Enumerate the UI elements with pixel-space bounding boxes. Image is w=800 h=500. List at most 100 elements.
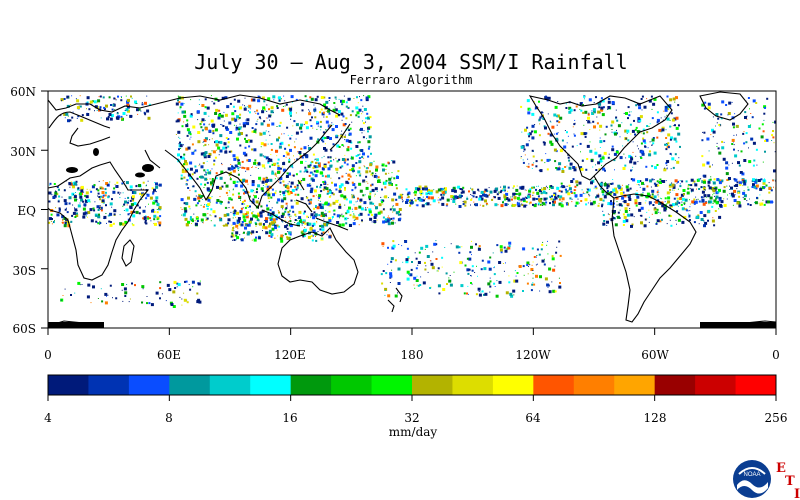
rain-pixel (649, 179, 653, 183)
rain-pixel (420, 193, 422, 196)
rain-pixel (155, 196, 159, 200)
rain-pixel (262, 131, 266, 135)
rain-pixel (120, 99, 123, 102)
rain-pixel (505, 192, 509, 196)
rain-pixel (246, 159, 249, 162)
rain-pixel (180, 177, 183, 180)
rain-pixel (322, 131, 325, 134)
rain-pixel (244, 137, 246, 140)
rain-pixel (173, 280, 177, 284)
rain-pixel (203, 123, 206, 126)
rain-pixel (344, 134, 346, 136)
rain-pixel (392, 160, 396, 164)
rain-pixel (306, 196, 309, 199)
rain-pixel (335, 114, 339, 118)
rain-pixel (675, 140, 678, 143)
rain-pixel (774, 120, 776, 124)
mask-blob (93, 148, 99, 156)
rain-pixel (529, 188, 532, 191)
rain-pixel (211, 138, 213, 140)
rain-pixel (638, 118, 642, 122)
rain-pixel (146, 184, 147, 186)
rain-pixel (727, 114, 729, 116)
rain-pixel (554, 105, 558, 109)
rain-pixel (466, 257, 469, 260)
rain-pixel (712, 136, 714, 138)
rain-pixel (716, 178, 720, 182)
rain-pixel (178, 101, 181, 104)
rain-pixel (106, 184, 109, 187)
rain-pixel (324, 201, 328, 205)
rain-pixel (582, 159, 584, 161)
rain-pixel (252, 98, 256, 102)
rain-pixel (357, 154, 360, 157)
rain-pixel (694, 200, 698, 204)
rain-pixel (249, 139, 253, 143)
rain-pixel (98, 213, 100, 216)
rain-pixel (666, 95, 669, 98)
rain-pixel (326, 234, 328, 236)
rain-pixel (452, 186, 456, 190)
rain-pixel (734, 113, 736, 115)
rain-pixel (312, 222, 316, 226)
rain-pixel (455, 186, 457, 188)
rain-pixel (277, 210, 279, 212)
rain-pixel (753, 159, 756, 162)
rain-pixel (664, 105, 668, 109)
rain-pixel (240, 179, 243, 182)
rain-pixel (256, 188, 258, 191)
rain-pixel (578, 202, 580, 204)
rain-pixel (526, 264, 529, 266)
rain-pixel (107, 116, 110, 118)
rain-pixel (268, 108, 270, 111)
rain-pixel (575, 180, 579, 184)
rain-pixel (301, 230, 304, 233)
rain-pixel (78, 194, 80, 196)
rain-pixel (225, 191, 228, 194)
rain-pixel (342, 123, 346, 127)
rain-pixel (533, 130, 537, 134)
rain-pixel (599, 147, 601, 148)
rain-pixel (368, 198, 371, 201)
rain-pixel (102, 96, 105, 99)
colorbar-swatch (492, 375, 534, 395)
rain-pixel (715, 113, 719, 116)
rain-pixel (761, 123, 764, 126)
rain-pixel (760, 202, 764, 206)
rain-pixel (381, 282, 384, 285)
rain-pixel (455, 245, 459, 249)
rain-pixel (141, 301, 143, 304)
rain-pixel (478, 293, 482, 297)
rain-pixel (374, 193, 376, 195)
rain-pixel (245, 140, 249, 143)
rain-pixel (669, 152, 672, 155)
rain-pixel (256, 129, 257, 131)
rain-pixel (407, 195, 410, 198)
rain-pixel (180, 207, 182, 209)
rain-pixel (184, 217, 188, 221)
rain-pixel (580, 109, 583, 112)
rain-pixel (90, 219, 94, 223)
rain-pixel (348, 206, 351, 210)
rain-pixel (551, 281, 553, 283)
rain-pixel (314, 107, 316, 109)
rain-pixel (252, 214, 256, 218)
rain-pixel (95, 220, 98, 223)
rain-pixel (684, 203, 685, 205)
rain-pixel (669, 119, 671, 121)
rain-pixel (669, 184, 671, 186)
rain-pixel (238, 118, 240, 120)
rain-pixel (420, 198, 422, 200)
rain-pixel (604, 181, 606, 183)
rain-pixel (142, 288, 144, 290)
rain-pixel (186, 168, 189, 171)
rain-pixel (556, 186, 560, 190)
rain-pixel (355, 145, 359, 148)
rain-pixel (733, 178, 736, 181)
rain-pixel (104, 194, 107, 197)
rain-pixel (316, 128, 318, 130)
rain-pixel (639, 115, 643, 119)
rain-pixel (405, 198, 409, 202)
rain-pixel (626, 213, 630, 217)
rain-pixel (541, 259, 545, 263)
